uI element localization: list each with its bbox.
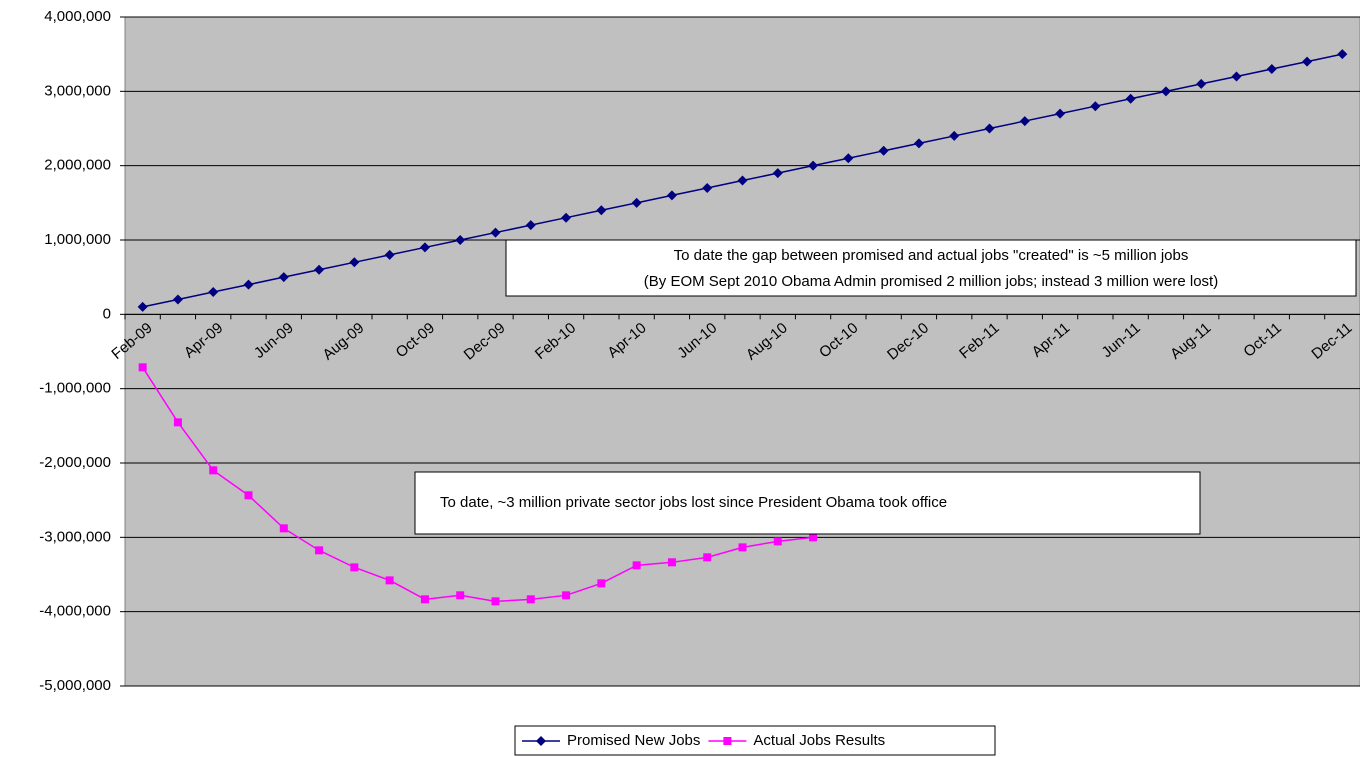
annotation-text: To date the gap between promised and act… [674, 247, 1189, 264]
point [667, 558, 676, 567]
legend: Promised New Jobs Actual Jobs Results [514, 725, 996, 756]
legend-marker [536, 736, 546, 746]
point [1302, 56, 1313, 67]
y-tick-label: 3,000,000 [44, 82, 111, 99]
point [278, 272, 289, 283]
point [350, 563, 359, 572]
annotation-box [414, 471, 1201, 535]
point [1055, 108, 1066, 119]
point [632, 561, 641, 570]
point [984, 123, 995, 134]
y-tick-label: -2,000,000 [39, 454, 111, 471]
point [1231, 71, 1242, 82]
point [702, 182, 713, 193]
point [1196, 78, 1207, 89]
annotation-text: To date, ~3 million private sector jobs … [440, 494, 947, 511]
point [843, 153, 854, 164]
y-tick-label: 1,000,000 [44, 231, 111, 248]
point [1019, 116, 1030, 127]
legend-label: Promised New Jobs [567, 732, 700, 749]
point [738, 543, 747, 552]
point [349, 257, 360, 268]
y-tick-label: 2,000,000 [44, 157, 111, 174]
point [314, 264, 325, 275]
y-tick-label: 0 [103, 305, 111, 322]
point [385, 576, 394, 585]
point [596, 205, 607, 216]
y-tick-label: -4,000,000 [39, 603, 111, 620]
point [878, 145, 889, 156]
point [737, 175, 748, 186]
point [138, 363, 147, 372]
point [490, 227, 501, 238]
point [455, 235, 466, 245]
point [172, 294, 183, 305]
point [1125, 93, 1136, 104]
point [419, 242, 430, 253]
point [315, 546, 324, 555]
point [1337, 49, 1348, 60]
point [456, 591, 465, 600]
point [384, 249, 395, 260]
point [913, 138, 924, 149]
plot-area [124, 16, 1360, 687]
point [631, 197, 642, 208]
y-tick-label: 4,000,000 [44, 8, 111, 25]
point [209, 466, 218, 475]
point [703, 553, 712, 562]
point [1266, 64, 1277, 75]
point [949, 130, 960, 141]
annotation-box [505, 239, 1357, 297]
legend-label: Actual Jobs Results [753, 732, 885, 749]
point [809, 533, 818, 542]
series-line [142, 366, 814, 603]
point [1160, 86, 1171, 97]
point [243, 279, 254, 290]
y-tick-label: -1,000,000 [39, 380, 111, 397]
y-tick-label: -5,000,000 [39, 677, 111, 694]
legend-box [514, 725, 996, 756]
point [561, 212, 572, 223]
point [137, 301, 148, 312]
annotation-text: (By EOM Sept 2010 Obama Admin promised 2… [644, 273, 1218, 290]
point [597, 579, 606, 588]
point [772, 168, 783, 179]
legend-marker [723, 737, 732, 745]
point [491, 597, 500, 606]
point [773, 537, 782, 546]
point [808, 160, 819, 171]
point [244, 491, 253, 500]
point [526, 595, 535, 604]
point [420, 595, 429, 604]
point [525, 220, 536, 231]
point [208, 287, 219, 298]
point [666, 190, 677, 201]
point [1090, 101, 1101, 112]
point [562, 591, 571, 600]
y-tick-label: -3,000,000 [39, 528, 111, 545]
point [279, 524, 288, 533]
point [173, 418, 182, 427]
